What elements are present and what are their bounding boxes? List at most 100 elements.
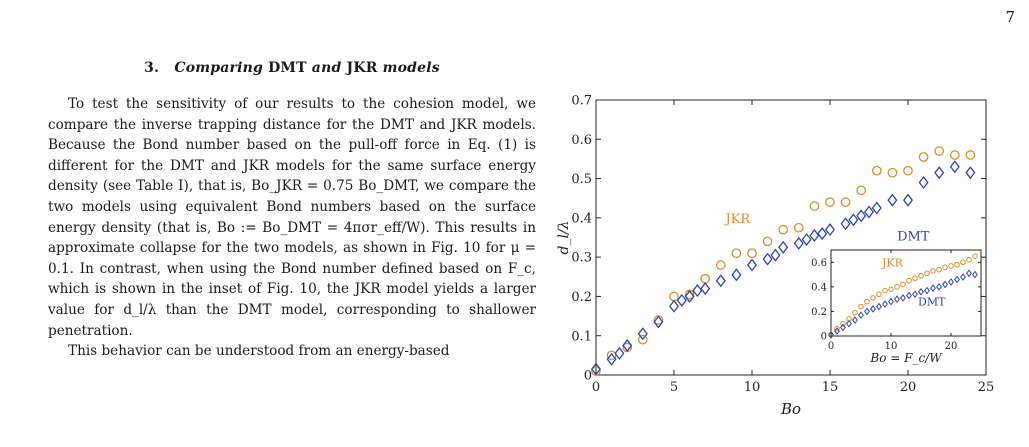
jkr-point [762, 236, 773, 247]
dmt-series-label: DMT [897, 230, 930, 245]
dmt-point [934, 166, 945, 180]
dmt-point [887, 193, 898, 207]
jkr-point [906, 277, 912, 284]
dmt-point [966, 269, 972, 278]
dmt-point [948, 278, 954, 286]
jkr-point [870, 295, 876, 301]
inset-x-axis-label: Bo = F_c/W [869, 351, 943, 365]
jkr-point [637, 334, 648, 345]
y-tick-label: 0.4 [571, 211, 592, 226]
jkr-point [894, 284, 900, 290]
jkr-point [972, 253, 978, 259]
y-tick-label: 0 [821, 332, 827, 343]
dmt-point [900, 294, 906, 302]
y-tick-label: 0.2 [811, 307, 827, 318]
dmt-point [918, 175, 929, 190]
y-axis-label: d_l/λ [556, 220, 572, 254]
x-tick-label: 5 [670, 380, 678, 395]
jkr-point [930, 268, 936, 274]
dmt-point [770, 248, 781, 262]
dmt-point [746, 258, 758, 272]
dmt-point [793, 236, 804, 250]
dmt-point [762, 252, 773, 266]
y-tick-label: 0.6 [571, 133, 592, 148]
dmt-point [840, 323, 846, 332]
y-tick-label: 0.4 [811, 282, 827, 293]
dmt-point [606, 352, 617, 366]
axes-frame [595, 99, 987, 376]
jkr-point [888, 286, 894, 293]
dmt-point [622, 339, 633, 353]
main-plot: 0 5 10 15 20 25 0 0.1 0.2 0.3 0.4 0.5 0.6 0.7 Bo d_l/λ J… [556, 94, 994, 418]
dmt-point [888, 297, 894, 306]
inset-plot: 0 10 20 0 0.2 0.4 0.6 Bo = F_c/W JKR DMT [811, 249, 982, 365]
jkr-point [900, 281, 906, 288]
dmt-point [852, 316, 858, 324]
x-axis-label: Bo [780, 400, 801, 418]
dmt-point [676, 293, 687, 307]
jkr-point [731, 248, 742, 259]
jkr-point [918, 152, 929, 162]
jkr-point [606, 350, 617, 361]
x-tick-label: 20 [900, 380, 917, 395]
section-number: 3. [144, 60, 160, 76]
dmt-point [590, 362, 602, 376]
jkr-point [840, 197, 851, 207]
jkr-point [852, 309, 858, 316]
dmt-point [924, 286, 930, 295]
dmt-point [965, 166, 976, 180]
dmt-point [949, 160, 960, 174]
inset-jkr-label: JKR [881, 256, 904, 269]
jkr-point [700, 273, 711, 284]
jkr-point [876, 291, 882, 298]
dmt-point [864, 307, 870, 316]
dmt-point [700, 282, 711, 296]
jkr-point [949, 150, 960, 160]
dmt-point [801, 232, 812, 246]
y-tick-label: 0.7 [571, 94, 592, 109]
page-number: 7 [1005, 8, 1015, 26]
dmt-point [824, 223, 836, 237]
dmt-point [942, 280, 948, 289]
dmt-point [684, 289, 695, 303]
jkr-point [856, 185, 867, 196]
jkr-point [960, 259, 966, 266]
dmt-point [692, 284, 703, 298]
dmt-point [809, 229, 820, 243]
dmt-point [840, 217, 851, 231]
dmt-point [912, 290, 918, 299]
dmt-point [817, 227, 828, 241]
section-title: 3. Comparing DMT and JKR models [48, 60, 536, 76]
axes-frame [830, 249, 982, 337]
x-tick-label: 20 [945, 341, 958, 352]
jkr-point [912, 275, 918, 282]
text-column: 3. Comparing DMT and JKR models To test … [48, 60, 536, 362]
dmt-point [614, 346, 625, 360]
dmt-point [882, 300, 888, 308]
dmt-point [972, 270, 978, 279]
dmt-point [637, 327, 648, 341]
dmt-point [653, 315, 664, 329]
jkr-point [903, 165, 913, 176]
dmt-point [863, 205, 875, 219]
jkr-point [834, 325, 840, 332]
x-tick-label: 10 [744, 380, 761, 395]
dmt-point [960, 273, 966, 281]
jkr-point [882, 287, 888, 294]
jkr-point [934, 146, 945, 156]
dmt-point [930, 284, 936, 292]
y-tick-label: 0 [584, 369, 592, 384]
title-word-and: and [311, 60, 342, 76]
title-word-models: models [382, 60, 440, 76]
x-tick-label: 15 [822, 380, 839, 395]
jkr-point [825, 197, 835, 207]
jkr-point [669, 291, 679, 302]
y-tick-label: 0.3 [571, 251, 592, 266]
dmt-point [918, 287, 924, 296]
figure-svg: 0 5 10 15 20 25 0 0.1 0.2 0.3 0.4 0.5 0.6 0.7 Bo d_l/λ J… [556, 94, 994, 418]
title-word-jkr: JKR [346, 60, 378, 76]
jkr-point [966, 257, 972, 263]
jkr-point [887, 167, 898, 178]
y-tick-label: 0.2 [571, 290, 592, 305]
jkr-series-label: JKR [723, 212, 751, 227]
